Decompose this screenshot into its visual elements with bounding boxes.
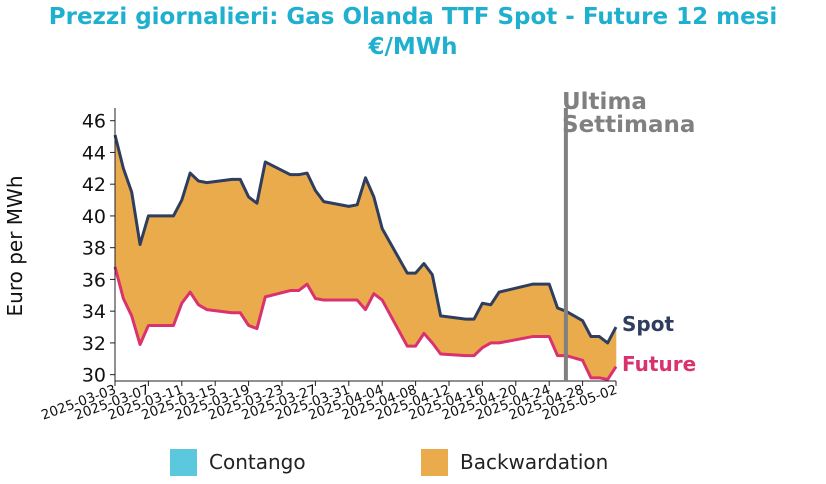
backwardation-area bbox=[348, 204, 358, 301]
backwardation-area bbox=[290, 174, 300, 291]
backwardation-area bbox=[381, 227, 408, 347]
contango-swatch bbox=[170, 448, 197, 476]
x-ticks: 2025-03-032025-03-072025-03-112025-03-15… bbox=[39, 381, 619, 424]
backwardation-area bbox=[482, 302, 492, 349]
y-tick-label: 46 bbox=[82, 111, 106, 133]
backwardation-area bbox=[323, 201, 350, 301]
legend-contango: Contango bbox=[170, 447, 306, 477]
backwardation-area bbox=[248, 196, 258, 330]
spot-line bbox=[113, 134, 618, 345]
backwardation-area bbox=[440, 315, 467, 356]
y-axis-label: Euro per MWh bbox=[3, 176, 27, 317]
y-tick-label: 40 bbox=[82, 206, 106, 228]
backwardation-area bbox=[406, 272, 416, 347]
chart-unit-title: €/MWh bbox=[368, 34, 458, 60]
backwardation-area bbox=[198, 180, 208, 311]
future-series-label: Future bbox=[622, 352, 696, 376]
y-ticks: 30 32 34 36 38 40 42 44 46 bbox=[82, 111, 115, 387]
backwardation-area bbox=[264, 161, 291, 298]
annotation-line1: Ultima bbox=[562, 89, 647, 115]
backwardation-area bbox=[590, 336, 600, 379]
backwardation-area bbox=[540, 283, 550, 337]
legend-backwardation-label: Backwardation bbox=[460, 450, 609, 474]
y-tick-label: 36 bbox=[82, 269, 106, 291]
spot-series-label: Spot bbox=[622, 312, 674, 336]
future-line bbox=[113, 266, 618, 381]
backwardation-area bbox=[206, 179, 233, 314]
y-tick-label: 34 bbox=[82, 301, 106, 323]
series-lines bbox=[113, 134, 618, 381]
backwardation-area bbox=[239, 179, 249, 327]
backwardation-area bbox=[315, 189, 325, 301]
y-tick-label: 44 bbox=[82, 142, 106, 164]
backwardation-area bbox=[231, 179, 241, 314]
backwardation-swatch bbox=[421, 448, 448, 476]
backwardation-area bbox=[189, 172, 199, 306]
backwardation-area bbox=[465, 318, 475, 356]
y-tick-label: 32 bbox=[82, 333, 106, 355]
backwardation-area bbox=[148, 215, 174, 326]
legend-contango-label: Contango bbox=[209, 450, 306, 474]
axes bbox=[114, 108, 616, 382]
y-tick-label: 38 bbox=[82, 238, 106, 260]
chart-title: Prezzi giornalieri: Gas Olanda TTF Spot … bbox=[48, 4, 778, 30]
backwardation-area bbox=[306, 172, 316, 300]
y-tick-label: 30 bbox=[82, 365, 106, 387]
y-tick-label: 42 bbox=[82, 174, 106, 196]
backwardation-area bbox=[498, 283, 533, 344]
legend-backwardation: Backwardation bbox=[421, 447, 608, 477]
backwardation-area bbox=[532, 283, 542, 337]
backwardation-area bbox=[298, 172, 308, 292]
annotation-line2: Settimana bbox=[562, 112, 695, 138]
